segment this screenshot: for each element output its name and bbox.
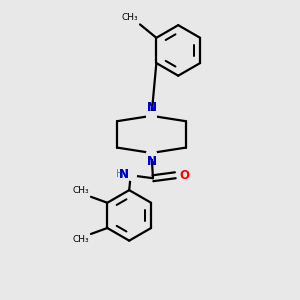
Text: CH₃: CH₃ [73,236,89,244]
Text: N: N [119,168,129,181]
Text: N: N [146,155,157,168]
Text: H: H [116,169,124,179]
Text: N: N [146,101,157,114]
Text: N: N [146,101,157,114]
Text: CH₃: CH₃ [73,186,89,195]
Text: N: N [119,168,129,181]
Text: N: N [146,155,157,168]
Text: O: O [179,169,189,182]
Text: CH₃: CH₃ [122,13,139,22]
Text: H: H [116,169,124,179]
